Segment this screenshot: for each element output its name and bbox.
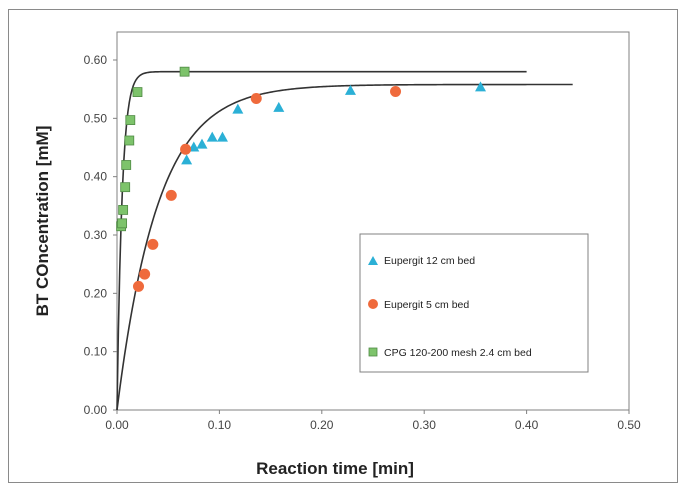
data-point-square	[118, 205, 129, 215]
data-point-square	[179, 66, 190, 77]
data-point-square	[125, 115, 136, 125]
data-point-triangle	[344, 84, 356, 95]
y-tick-label: 0.20	[84, 286, 108, 300]
legend-box	[359, 233, 589, 373]
data-point-circle	[139, 268, 151, 280]
x-tick-label: 0.10	[208, 418, 232, 432]
data-point-circle	[250, 93, 262, 104]
data-point-circle	[133, 280, 145, 292]
data-point-triangle	[196, 138, 208, 149]
y-tick-label: 0.50	[84, 111, 108, 125]
data-point-triangle	[206, 131, 218, 142]
data-points	[116, 66, 487, 292]
y-tick-label: 0.00	[84, 403, 108, 417]
data-point-square	[117, 218, 128, 229]
x-tick-label: 0.20	[310, 418, 334, 432]
x-axis: 0.00 0.10 0.20 0.30 0.40 0.50	[105, 410, 641, 432]
y-tick-label: 0.40	[84, 170, 108, 184]
y-tick-label: 0.10	[84, 345, 108, 359]
data-point-square	[132, 87, 143, 97]
fit-curve	[116, 83, 573, 411]
y-tick-label: 0.30	[84, 228, 108, 242]
data-point-square	[124, 135, 135, 146]
legend-label-eupergit-5: Eupergit 5 cm bed	[384, 299, 469, 311]
y-axis: 0.00 0.10 0.20 0.30 0.40 0.50 0.60	[84, 53, 117, 417]
legend-marker-eupergit-5	[368, 299, 378, 309]
x-axis-title: Reaction time [min]	[256, 459, 414, 478]
data-point-circle	[180, 143, 192, 155]
data-point-circle	[165, 189, 177, 201]
data-point-triangle	[273, 101, 285, 112]
y-axis-title: BT COncentration [mM]	[33, 126, 52, 317]
legend-label-cpg: CPG 120-200 mesh 2.4 cm bed	[384, 347, 532, 359]
data-point-triangle	[216, 131, 228, 142]
x-tick-label: 0.50	[617, 418, 641, 432]
y-tick-label: 0.60	[84, 53, 108, 67]
legend-label-eupergit-12: Eupergit 12 cm bed	[384, 255, 475, 267]
data-point-square	[121, 160, 132, 170]
data-point-triangle	[181, 154, 193, 165]
legend-marker-cpg	[368, 347, 378, 357]
x-tick-label: 0.30	[413, 418, 437, 432]
x-tick-label: 0.00	[105, 418, 129, 432]
data-point-square	[120, 182, 131, 193]
data-point-triangle	[475, 81, 487, 92]
x-tick-label: 0.40	[515, 418, 539, 432]
data-point-triangle	[232, 103, 244, 114]
data-point-circle	[390, 86, 402, 97]
legend-marker-eupergit-12	[368, 256, 378, 265]
legend: Eupergit 12 cm bed Eupergit 5 cm bed CPG…	[359, 233, 589, 373]
data-point-circle	[147, 238, 159, 250]
